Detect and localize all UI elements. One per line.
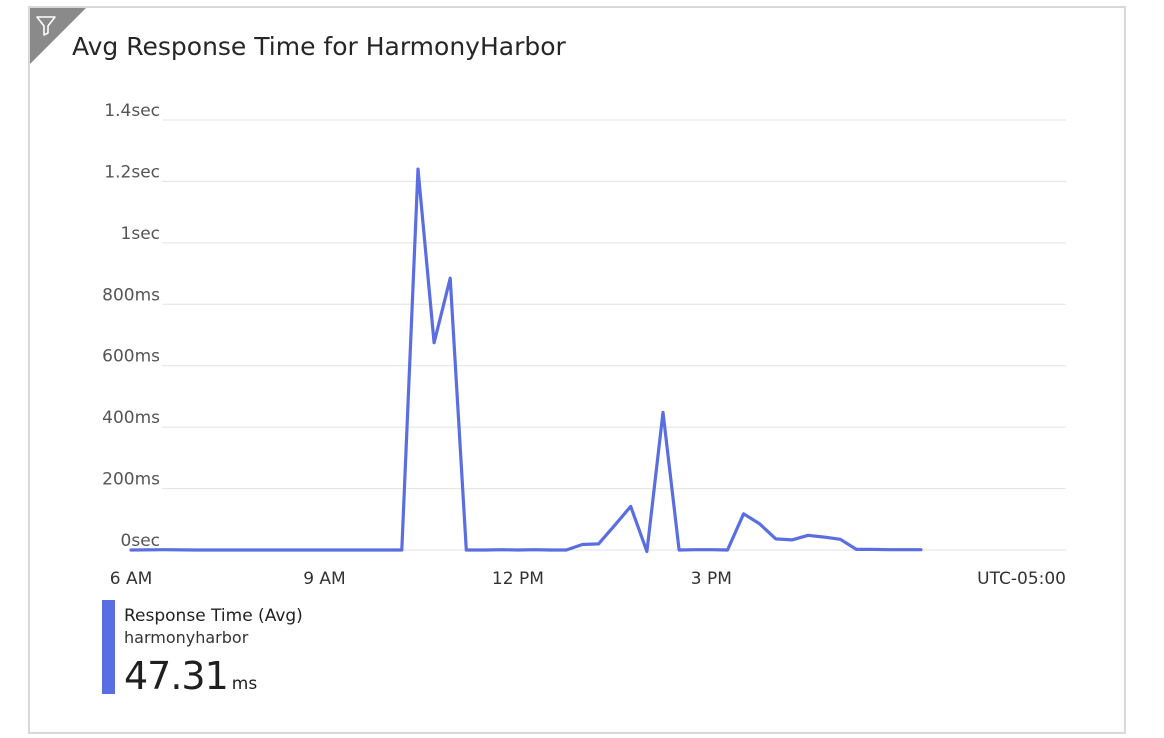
data-point[interactable] bbox=[872, 548, 874, 550]
data-point[interactable] bbox=[162, 549, 164, 551]
y-tick-label: 600ms bbox=[102, 347, 160, 367]
chart-tile[interactable]: Avg Response Time for HarmonyHarbor 0sec… bbox=[28, 6, 1126, 734]
data-point[interactable] bbox=[195, 549, 197, 551]
data-point[interactable] bbox=[291, 549, 293, 551]
x-tick-label: 3 PM bbox=[691, 569, 732, 589]
data-point[interactable] bbox=[324, 549, 326, 551]
data-point[interactable] bbox=[517, 549, 519, 551]
data-point[interactable] bbox=[727, 549, 729, 551]
data-point[interactable] bbox=[759, 523, 761, 525]
filter-corner[interactable] bbox=[30, 8, 86, 64]
y-tick-label: 1sec bbox=[121, 224, 160, 244]
data-point[interactable] bbox=[662, 411, 664, 413]
chart-title: Avg Response Time for HarmonyHarbor bbox=[72, 32, 566, 61]
legend-value-number: 47.31 bbox=[124, 654, 229, 698]
x-tick-label: 12 PM bbox=[492, 569, 544, 589]
data-point[interactable] bbox=[465, 549, 467, 551]
data-point[interactable] bbox=[823, 536, 825, 538]
data-point[interactable] bbox=[533, 549, 535, 551]
data-point[interactable] bbox=[920, 549, 922, 551]
data-point[interactable] bbox=[646, 551, 648, 553]
legend-metric-name: Response Time (Avg) bbox=[124, 606, 303, 626]
data-point[interactable] bbox=[549, 549, 551, 551]
data-point[interactable] bbox=[614, 524, 616, 526]
series-line[interactable] bbox=[129, 167, 923, 554]
data-point[interactable] bbox=[433, 342, 435, 344]
data-point[interactable] bbox=[581, 544, 583, 546]
y-tick-label: 1.2sec bbox=[104, 162, 160, 182]
legend-value-unit: ms bbox=[231, 674, 258, 694]
x-tick-label: 9 AM bbox=[303, 569, 346, 589]
y-tick-label: 400ms bbox=[102, 408, 160, 428]
data-point[interactable] bbox=[259, 549, 261, 551]
y-tick-label: 0sec bbox=[121, 531, 160, 551]
timezone-label: UTC-05:00 bbox=[977, 569, 1066, 589]
legend-summary-value: 47.31 ms bbox=[124, 654, 257, 698]
data-point[interactable] bbox=[775, 538, 777, 540]
y-axis-ticks: 0sec 200ms 400ms 600ms 800ms 1sec 1.2sec 1.4sec bbox=[102, 101, 160, 551]
filter-icon[interactable] bbox=[30, 8, 86, 64]
data-point[interactable] bbox=[388, 549, 390, 551]
y-tick-label: 1.4sec bbox=[104, 101, 160, 121]
y-tick-label: 200ms bbox=[102, 470, 160, 490]
data-point[interactable] bbox=[227, 549, 229, 551]
data-point[interactable] bbox=[710, 549, 712, 551]
legend-color-swatch bbox=[102, 600, 115, 694]
line-chart[interactable]: 0sec 200ms 400ms 600ms 800ms 1sec 1.2sec 1.4sec… bbox=[30, 8, 1124, 598]
data-point[interactable] bbox=[743, 513, 745, 515]
data-point[interactable] bbox=[565, 549, 567, 551]
data-point[interactable] bbox=[904, 549, 906, 551]
legend-resource-name: harmonyharbor bbox=[124, 628, 249, 647]
x-axis-ticks: 6 AM 9 AM 12 PM 3 PM UTC-05:00 bbox=[110, 569, 1066, 589]
data-point[interactable] bbox=[356, 549, 358, 551]
data-point[interactable] bbox=[417, 168, 419, 170]
data-point[interactable] bbox=[598, 543, 600, 545]
data-point[interactable] bbox=[630, 505, 632, 507]
data-point[interactable] bbox=[485, 549, 487, 551]
x-tick-label: 6 AM bbox=[110, 569, 153, 589]
data-point[interactable] bbox=[807, 534, 809, 536]
data-point[interactable] bbox=[678, 549, 680, 551]
series-layer bbox=[129, 167, 923, 554]
data-point[interactable] bbox=[791, 539, 793, 541]
data-point[interactable] bbox=[694, 549, 696, 551]
data-point[interactable] bbox=[401, 549, 403, 551]
data-point[interactable] bbox=[501, 549, 503, 551]
data-point[interactable] bbox=[130, 549, 132, 551]
data-point[interactable] bbox=[839, 538, 841, 540]
y-tick-label: 800ms bbox=[102, 285, 160, 305]
data-point[interactable] bbox=[449, 277, 451, 279]
data-point[interactable] bbox=[888, 549, 890, 551]
data-point[interactable] bbox=[855, 548, 857, 550]
grid-lines bbox=[162, 119, 1066, 551]
